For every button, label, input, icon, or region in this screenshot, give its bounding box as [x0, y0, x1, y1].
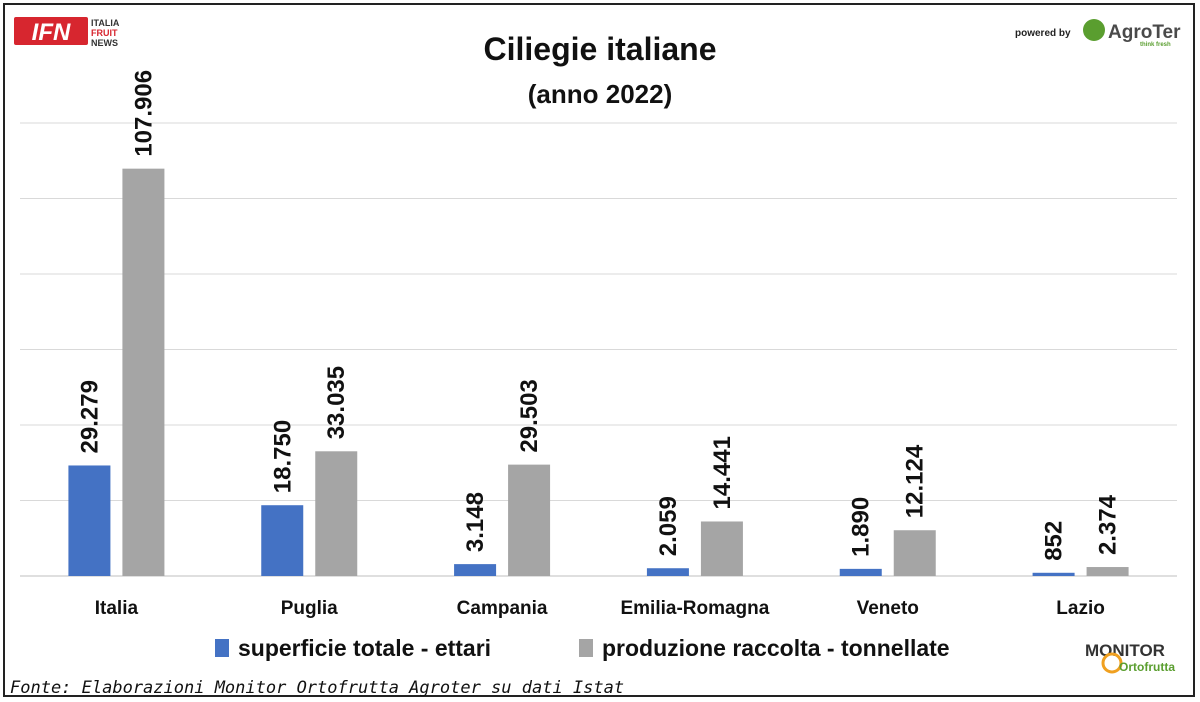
ifn-logo-line-2: FRUIT: [91, 28, 118, 38]
data-label-superficie-puglia: 18.750: [269, 420, 296, 493]
bar-produzione-puglia: [315, 451, 358, 576]
category-label-veneto: Veneto: [857, 598, 919, 619]
legend-swatch-series-2: [579, 639, 593, 657]
ifn-logo: IFN ITALIA FRUIT NEWS: [14, 17, 120, 48]
ifn-logo-line-1: ITALIA: [91, 18, 120, 28]
chart-title: Ciliegie italiane: [484, 31, 717, 67]
monitor-logo-top: MONITOR: [1085, 641, 1165, 660]
data-label-produzione-puglia: 33.035: [323, 366, 350, 439]
category-labels: Italia Puglia Campania Emilia-Romagna Veneto…: [95, 598, 1105, 619]
powered-by-label: powered by: [1015, 28, 1071, 39]
category-label-puglia: Puglia: [281, 598, 338, 619]
legend-swatch-series-1: [215, 639, 229, 657]
bars: [68, 168, 1129, 576]
monitor-magnifier-icon: [1101, 652, 1123, 674]
data-label-superficie-italia: 29.279: [76, 380, 103, 453]
bar-superficie-veneto: [839, 568, 882, 576]
data-label-superficie-emilia-romagna: 2.059: [655, 496, 682, 556]
bar-superficie-lazio: [1032, 572, 1075, 576]
bar-produzione-veneto: [893, 530, 936, 576]
legend-label-series-2: produzione raccolta - tonnellate: [602, 635, 950, 661]
data-label-superficie-campania: 3.148: [462, 492, 489, 552]
ifn-logo-mark: IFN: [32, 19, 71, 46]
bar-superficie-italia: [68, 465, 111, 576]
monitor-logo-bottom: Ortofrutta: [1119, 660, 1175, 674]
data-label-produzione-veneto: 12.124: [902, 444, 929, 518]
agroter-tagline: think fresh: [1140, 42, 1171, 48]
bar-produzione-campania: [508, 464, 551, 576]
agroter-name: AgroTer: [1108, 22, 1181, 43]
data-label-superficie-lazio: 852: [1041, 521, 1068, 561]
bar-produzione-emilia-romagna: [700, 521, 743, 576]
category-label-emilia-romagna: Emilia-Romagna: [620, 598, 769, 619]
bar-superficie-campania: [454, 564, 497, 576]
category-label-italia: Italia: [95, 598, 139, 619]
legend: superficie totale - ettari produzione ra…: [215, 635, 950, 661]
data-label-produzione-lazio: 2.374: [1095, 494, 1122, 555]
monitor-ortofrutta-logo: MONITOR Ortofrutta: [1085, 641, 1175, 674]
data-label-produzione-campania: 29.503: [516, 379, 543, 452]
data-label-produzione-emilia-romagna: 14.441: [709, 436, 736, 509]
legend-label-series-1: superficie totale - ettari: [238, 635, 491, 661]
chart-subtitle: (anno 2022): [528, 79, 673, 109]
bar-produzione-italia: [122, 168, 165, 576]
grid-lines: [20, 122, 1177, 577]
value-labels: 29.279 107.906 18.750 33.035 3.148 29.503 2.05…: [76, 70, 1121, 561]
ifn-logo-line-3: NEWS: [91, 38, 118, 48]
category-label-lazio: Lazio: [1056, 598, 1105, 619]
chart-canvas: IFN ITALIA FRUIT NEWS powered by AgroTer…: [10, 17, 1181, 698]
category-label-campania: Campania: [457, 598, 548, 619]
source-note: Fonte: Elaborazioni Monitor Ortofrutta A…: [10, 678, 624, 698]
bar-superficie-puglia: [261, 505, 304, 576]
ifn-logo-box: [14, 17, 88, 45]
bar-produzione-lazio: [1086, 567, 1129, 576]
data-label-superficie-veneto: 1.890: [848, 497, 875, 557]
bar-superficie-emilia-romagna: [646, 568, 689, 576]
chart-frame: IFN ITALIA FRUIT NEWS powered by AgroTer…: [3, 3, 1195, 698]
data-label-produzione-italia: 107.906: [130, 70, 157, 157]
agroter-logo: powered by AgroTer think fresh: [1015, 19, 1181, 48]
agroter-tree-icon: [1083, 19, 1105, 41]
